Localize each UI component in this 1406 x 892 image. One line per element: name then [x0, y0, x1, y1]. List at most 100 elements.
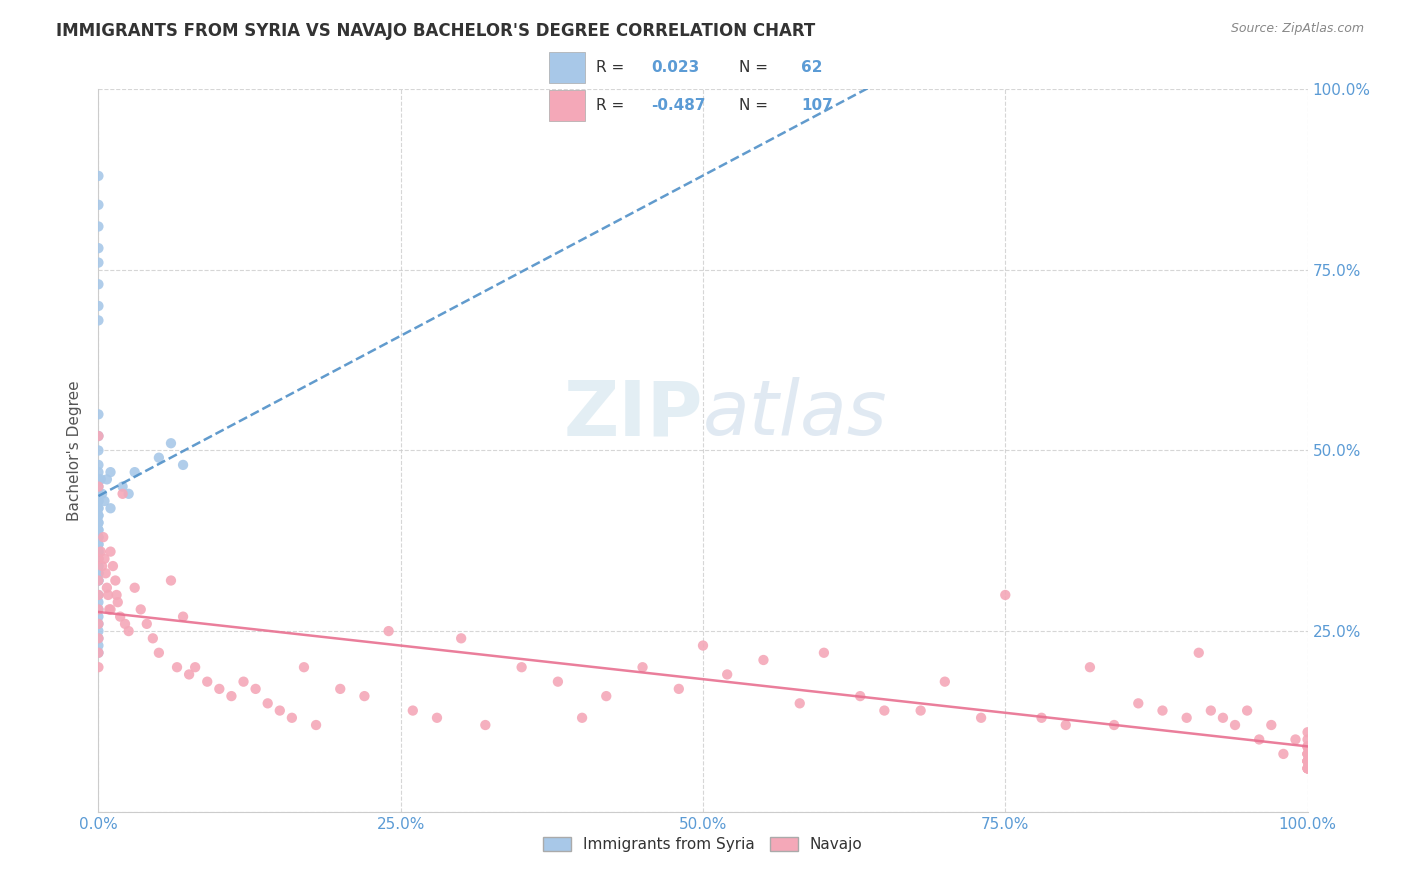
Point: [87, 255, 110, 269]
Point: [87, 508, 110, 523]
Point: [1296, 747, 1319, 761]
Point: [87, 559, 110, 574]
Text: IMMIGRANTS FROM SYRIA VS NAVAJO BACHELOR'S DEGREE CORRELATION CHART: IMMIGRANTS FROM SYRIA VS NAVAJO BACHELOR…: [56, 22, 815, 40]
Point: [1199, 704, 1222, 718]
Point: [172, 609, 194, 624]
Point: [292, 660, 315, 674]
Point: [87, 551, 110, 566]
Point: [179, 667, 201, 681]
Point: [910, 704, 932, 718]
Point: [1054, 718, 1077, 732]
Point: [87, 523, 110, 537]
Point: [87, 458, 110, 472]
Point: [353, 689, 375, 703]
Point: [111, 487, 134, 501]
Text: N =: N =: [740, 60, 768, 75]
Point: [87, 494, 110, 508]
Legend: Immigrants from Syria, Navajo: Immigrants from Syria, Navajo: [537, 831, 869, 858]
Point: [87, 169, 110, 183]
Point: [1296, 739, 1319, 754]
Point: [668, 681, 690, 696]
Point: [118, 487, 141, 501]
Point: [100, 602, 122, 616]
Point: [148, 450, 170, 465]
Point: [87, 595, 110, 609]
Point: [87, 313, 110, 327]
Point: [87, 574, 110, 588]
Point: [547, 674, 569, 689]
Point: [87, 616, 110, 631]
Point: [813, 646, 835, 660]
Point: [1296, 747, 1319, 761]
Point: [90, 544, 112, 558]
Point: [87, 501, 110, 516]
Point: [135, 616, 157, 631]
Point: [124, 581, 146, 595]
Point: [87, 574, 110, 588]
Point: [1296, 754, 1319, 768]
Point: [87, 609, 110, 624]
Point: [1296, 747, 1319, 761]
Point: [450, 632, 472, 646]
Text: R =: R =: [596, 98, 624, 113]
Point: [87, 487, 110, 501]
Point: [87, 646, 110, 660]
Point: [87, 551, 110, 566]
Point: [94, 566, 117, 581]
Point: [98, 602, 121, 616]
Point: [87, 639, 110, 653]
Point: [87, 516, 110, 530]
Point: [96, 472, 118, 486]
Point: [1296, 761, 1319, 775]
Point: [510, 660, 533, 674]
Point: [1212, 711, 1234, 725]
Point: [87, 602, 110, 616]
Point: [87, 588, 110, 602]
Point: [114, 616, 136, 631]
Point: [107, 595, 129, 609]
Text: R =: R =: [596, 60, 624, 75]
Point: [91, 530, 114, 544]
Text: atlas: atlas: [703, 377, 887, 451]
Point: [692, 639, 714, 653]
Point: [934, 674, 956, 689]
Point: [1296, 754, 1319, 768]
Text: 107: 107: [801, 98, 832, 113]
Point: [87, 660, 110, 674]
Point: [1223, 718, 1246, 732]
Point: [1152, 704, 1174, 718]
Point: [716, 667, 738, 681]
Point: [1078, 660, 1101, 674]
Point: [87, 241, 110, 255]
Point: [426, 711, 449, 725]
Point: [87, 480, 110, 494]
Point: [87, 219, 110, 234]
Point: [87, 277, 110, 292]
Point: [90, 472, 112, 486]
Point: [1249, 732, 1271, 747]
Text: ZIP: ZIP: [564, 377, 703, 451]
Point: [87, 616, 110, 631]
Point: [221, 689, 243, 703]
Point: [1260, 718, 1282, 732]
Point: [402, 704, 425, 718]
Point: [87, 551, 110, 566]
Point: [245, 681, 267, 696]
Point: [87, 429, 110, 443]
Point: [631, 660, 654, 674]
Point: [87, 530, 110, 544]
Point: [87, 566, 110, 581]
Point: [87, 566, 110, 581]
Point: [87, 472, 110, 486]
Y-axis label: Bachelor's Degree: Bachelor's Degree: [67, 380, 83, 521]
Point: [87, 480, 110, 494]
Point: [87, 537, 110, 551]
Point: [269, 704, 291, 718]
Point: [281, 711, 304, 725]
Point: [1296, 725, 1319, 739]
Text: -0.487: -0.487: [651, 98, 706, 113]
Point: [118, 624, 141, 639]
Point: [91, 559, 114, 574]
Text: Source: ZipAtlas.com: Source: ZipAtlas.com: [1230, 22, 1364, 36]
Point: [1236, 704, 1258, 718]
